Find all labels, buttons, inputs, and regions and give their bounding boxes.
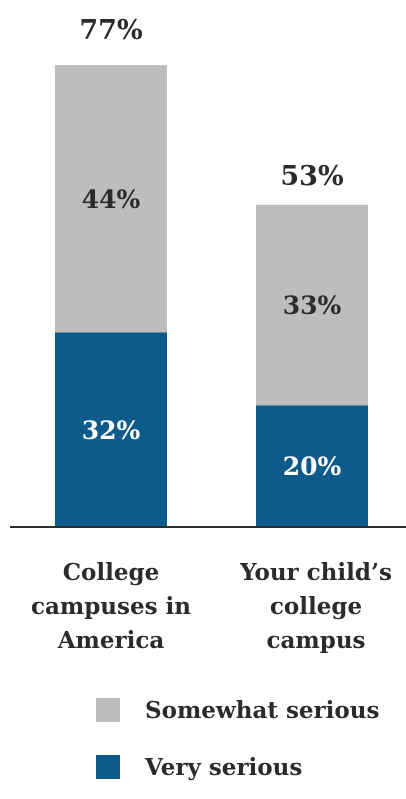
data-label-very-serious-0: 32% (82, 416, 141, 445)
category-label-line: college (270, 593, 362, 620)
data-label-somewhat-serious-0: 44% (82, 185, 141, 214)
data-label-somewhat-serious-1: 33% (283, 291, 342, 320)
bar-very-serious-0 (55, 332, 167, 527)
category-label-line: campuses in (31, 593, 191, 620)
category-label-line: America (57, 627, 165, 654)
legend-swatch-somewhat-serious (96, 698, 120, 722)
category-label-line: Your child’s (239, 559, 392, 586)
bar-somewhat-serious-0 (55, 65, 167, 333)
legend-label-somewhat-serious: Somewhat serious (145, 697, 379, 724)
category-label-0: College campuses in America (31, 559, 191, 654)
legend-swatch-very-serious (96, 755, 120, 779)
category-label-line: campus (267, 627, 366, 654)
total-label-0: 77% (79, 15, 142, 46)
legend-label-very-serious: Very serious (144, 754, 302, 781)
total-label-1: 53% (280, 161, 343, 192)
data-label-very-serious-1: 20% (283, 452, 342, 481)
category-label-1: Your child’s college campus (239, 559, 392, 654)
category-label-line: College (63, 559, 159, 586)
bar-somewhat-serious-1 (256, 204, 368, 406)
bar-very-serious-1 (256, 405, 368, 527)
